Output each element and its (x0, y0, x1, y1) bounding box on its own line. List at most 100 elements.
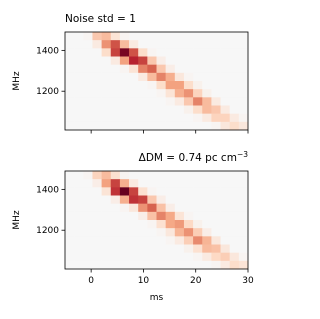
heatmap-cell (110, 32, 121, 41)
heatmap-cell (138, 105, 148, 114)
heatmap-cell (129, 113, 139, 123)
heatmap-cell (110, 244, 121, 253)
heatmap-cell (202, 187, 212, 196)
heatmap-cell (211, 72, 221, 82)
heatmap-cell (138, 48, 148, 57)
heatmap-cell (138, 56, 148, 65)
heatmap-cell (83, 89, 93, 98)
heatmap-cell (220, 89, 230, 98)
heatmap-cell (147, 113, 157, 123)
heatmap-cell (193, 211, 203, 221)
heatmap-cell (138, 72, 148, 82)
heatmap-cell (147, 236, 157, 245)
heatmap-cell (183, 220, 194, 229)
heatmap-cell (129, 260, 139, 270)
heatmap-cell (211, 236, 221, 245)
heatmap-cell (238, 179, 249, 188)
heatmap-cell (238, 203, 249, 213)
heatmap-cell (211, 40, 221, 49)
heatmap-cell (65, 195, 75, 204)
heatmap-cell (119, 81, 130, 90)
heatmap-cell (119, 56, 130, 65)
heatmap-cell (110, 56, 121, 65)
heatmap-cell (193, 72, 203, 82)
heatmap-cell (211, 64, 221, 74)
heatmap-cell (193, 228, 203, 237)
heatmap-cell (101, 64, 112, 74)
heatmap-cell (193, 105, 203, 114)
heatmap-cell (101, 121, 112, 131)
heatmap-cell (238, 211, 249, 221)
heatmap-cell (129, 64, 139, 74)
heatmap-cell (65, 105, 75, 114)
heatmap-cell (174, 40, 185, 49)
heatmap-cell (74, 260, 84, 270)
heatmap-cell (101, 171, 112, 180)
heatmap-cell (238, 89, 249, 98)
y-tick-label: 1400 (36, 46, 59, 56)
heatmap-cell (110, 121, 121, 131)
heatmap-cell (238, 252, 249, 262)
heatmap-cell (202, 236, 212, 245)
heatmap-cell (165, 260, 176, 270)
heatmap-cell (183, 211, 194, 221)
y-axis-label: MHz (12, 71, 22, 91)
heatmap-cell (119, 244, 130, 253)
heatmap-cell (83, 228, 93, 237)
heatmap-cell (183, 32, 194, 41)
heatmap-cell (229, 187, 240, 196)
heatmap-cell (183, 113, 194, 123)
heatmap-cell (92, 195, 102, 204)
heatmap-cell (74, 97, 84, 106)
heatmap-cell (92, 121, 102, 131)
heatmap-cell (119, 252, 130, 262)
heatmap-cell (238, 32, 249, 41)
heatmap-cell (147, 171, 157, 180)
heatmap-cell (83, 64, 93, 74)
heatmap-cell (238, 220, 249, 229)
heatmap-cell (174, 228, 185, 237)
heatmap-cell (74, 105, 84, 114)
heatmap-cell (147, 105, 157, 114)
heatmap-cell (147, 40, 157, 49)
heatmap-cell (129, 236, 139, 245)
heatmap-cell (193, 260, 203, 270)
heatmap-cell (238, 121, 249, 131)
heatmap-cell (74, 244, 84, 253)
heatmap-cell (193, 171, 203, 180)
heatmap-cell (220, 64, 230, 74)
heatmap-cell (129, 48, 139, 57)
heatmap-cell (229, 32, 240, 41)
heatmap-cell (165, 105, 176, 114)
heatmap-cell (238, 187, 249, 196)
heatmap-cell (202, 113, 212, 123)
heatmap-cell (220, 56, 230, 65)
heatmap-cell (220, 97, 230, 106)
heatmap-cell (129, 121, 139, 131)
heatmap-cell (101, 244, 112, 253)
heatmap-cell (65, 187, 75, 196)
heatmap-cell (229, 105, 240, 114)
heatmap-cell (211, 220, 221, 229)
heatmap-cell (119, 171, 130, 180)
heatmap-cell (138, 81, 148, 90)
heatmap-cell (238, 228, 249, 237)
heatmap-cell (92, 171, 102, 180)
heatmap-cell (65, 171, 75, 180)
heatmap-cell (211, 48, 221, 57)
heatmap-cell (129, 179, 139, 188)
heatmap-cell (174, 244, 185, 253)
heatmap-cell (119, 203, 130, 213)
title-text: ΔDM = 0.74 pc cm (139, 152, 237, 164)
heatmap-cell (92, 40, 102, 49)
heatmap-cell (92, 220, 102, 229)
heatmap-cell (211, 56, 221, 65)
heatmap-cell (156, 72, 166, 82)
heatmap-cell (92, 97, 102, 106)
heatmap-cell (129, 228, 139, 237)
heatmap-cell (174, 171, 185, 180)
x-tick-label: 0 (88, 276, 94, 286)
heatmap-cell (156, 187, 166, 196)
heatmap-cell (119, 113, 130, 123)
heatmap-cell (202, 252, 212, 262)
